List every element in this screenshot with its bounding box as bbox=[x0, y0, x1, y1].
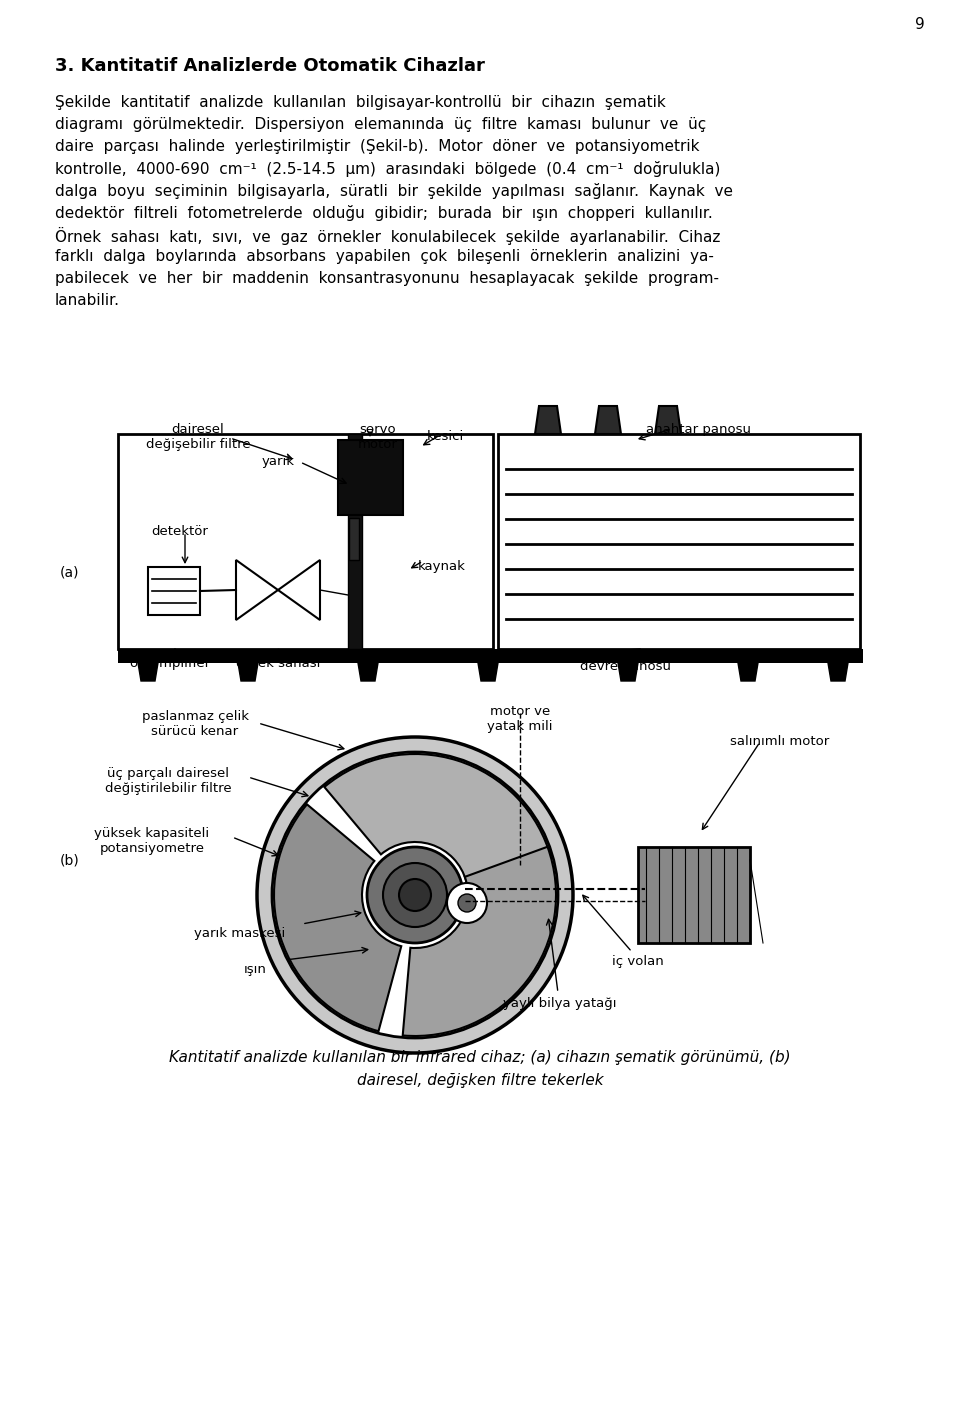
Circle shape bbox=[458, 894, 476, 912]
Text: (a): (a) bbox=[60, 565, 80, 579]
Bar bbox=[118, 649, 863, 663]
Bar bbox=[498, 434, 860, 649]
Text: 9: 9 bbox=[915, 17, 924, 32]
Polygon shape bbox=[595, 406, 621, 434]
Text: Şekilde  kantitatif  analizde  kullanılan  bilgisayar-kontrollü  bir  cihazın  ş: Şekilde kantitatif analizde kullanılan b… bbox=[55, 96, 665, 110]
Polygon shape bbox=[478, 663, 498, 681]
Text: üç parçalı dairesel
değiştirilebilir filtre: üç parçalı dairesel değiştirilebilir fil… bbox=[105, 767, 231, 795]
Text: daire  parçası  halinde  yerleştirilmiştir  (Şekil-b).  Motor  döner  ve  potans: daire parçası halinde yerleştirilmiştir … bbox=[55, 139, 700, 155]
Bar bbox=[118, 434, 493, 649]
Circle shape bbox=[272, 752, 558, 1038]
Text: dairesel, değişken filtre tekerlek: dairesel, değişken filtre tekerlek bbox=[357, 1073, 603, 1087]
Polygon shape bbox=[278, 561, 320, 620]
Circle shape bbox=[447, 882, 487, 923]
Text: paslanmaz çelik
sürücü kenar: paslanmaz çelik sürücü kenar bbox=[141, 710, 249, 738]
Bar bbox=[638, 847, 750, 943]
Text: dedektör  filtreli  fotometrelerde  olduğu  gibidir;  burada  bir  ışın  chopper: dedektör filtreli fotometrelerde olduğu … bbox=[55, 205, 712, 221]
Text: yaylı bilya yatağı: yaylı bilya yatağı bbox=[503, 998, 616, 1010]
Bar bbox=[148, 568, 200, 615]
Wedge shape bbox=[402, 847, 556, 1035]
Text: devre panosu: devre panosu bbox=[580, 660, 671, 673]
Wedge shape bbox=[274, 805, 401, 1031]
Circle shape bbox=[399, 880, 431, 910]
Text: farklı  dalga  boylarında  absorbans  yapabilen  çok  bileşenli  örneklerin  ana: farklı dalga boylarında absorbans yapabi… bbox=[55, 249, 714, 264]
Polygon shape bbox=[138, 663, 158, 681]
Text: Örnek  sahası  katı,  sıvı,  ve  gaz  örnekler  konulabilecek  şekilde  ayarlana: Örnek sahası katı, sıvı, ve gaz örnekler… bbox=[55, 228, 720, 244]
Text: iç volan: iç volan bbox=[612, 955, 663, 968]
Text: servo
motor: servo motor bbox=[358, 423, 398, 451]
Circle shape bbox=[383, 863, 447, 927]
Polygon shape bbox=[738, 663, 758, 681]
Circle shape bbox=[367, 847, 463, 943]
Text: anahtar panosu: anahtar panosu bbox=[645, 423, 751, 436]
Text: detektör: detektör bbox=[152, 525, 208, 538]
Text: salınımlı motor: salınımlı motor bbox=[730, 735, 829, 747]
Bar bbox=[348, 434, 362, 649]
Text: diagramı  görülmektedir.  Dispersiyon  elemanında  üç  filtre  kaması  bulunur  : diagramı görülmektedir. Dispersiyon elem… bbox=[55, 117, 707, 132]
Polygon shape bbox=[238, 663, 258, 681]
Text: örnek sahası: örnek sahası bbox=[236, 658, 321, 670]
Text: yarık: yarık bbox=[261, 455, 295, 468]
Text: pabilecek  ve  her  bir  maddenin  konsantrasyonunu  hesaplayacak  şekilde  prog: pabilecek ve her bir maddenin konsantras… bbox=[55, 271, 719, 287]
Text: Kantitatif analizde kullanılan bir infrared cihaz; (a) cihazın şematik görünümü,: Kantitatif analizde kullanılan bir infra… bbox=[169, 1050, 791, 1065]
Text: lanabilir.: lanabilir. bbox=[55, 294, 120, 308]
Text: motor ve
yatak mili: motor ve yatak mili bbox=[488, 705, 553, 733]
Text: ön amplifier: ön amplifier bbox=[130, 658, 210, 670]
Bar bbox=[349, 518, 359, 561]
Text: kaynak: kaynak bbox=[418, 561, 466, 573]
Bar bbox=[338, 440, 403, 516]
Polygon shape bbox=[535, 406, 561, 434]
Polygon shape bbox=[618, 663, 638, 681]
Text: kontrolle,  4000-690  cm⁻¹  (2.5-14.5  μm)  arasındaki  bölgede  (0.4  cm⁻¹  doğ: kontrolle, 4000-690 cm⁻¹ (2.5-14.5 μm) a… bbox=[55, 162, 720, 177]
Text: kesici: kesici bbox=[426, 430, 464, 443]
Polygon shape bbox=[358, 663, 378, 681]
Text: (b): (b) bbox=[60, 853, 80, 867]
Polygon shape bbox=[655, 406, 681, 434]
Text: 3. Kantitatif Analizlerde Otomatik Cihazlar: 3. Kantitatif Analizlerde Otomatik Cihaz… bbox=[55, 58, 485, 74]
Text: ışın: ışın bbox=[244, 962, 267, 976]
Polygon shape bbox=[828, 663, 848, 681]
Text: dairesel
değişebilir filtre: dairesel değişebilir filtre bbox=[146, 423, 251, 451]
Circle shape bbox=[257, 738, 573, 1052]
Wedge shape bbox=[324, 754, 551, 881]
Polygon shape bbox=[236, 561, 278, 620]
Text: dalga  boyu  seçiminin  bilgisayarla,  süratli  bir  şekilde  yapılması  sağlanı: dalga boyu seçiminin bilgisayarla, sürat… bbox=[55, 183, 733, 200]
Text: yüksek kapasiteli
potansiyometre: yüksek kapasiteli potansiyometre bbox=[94, 828, 209, 856]
Text: yarık maskesi: yarık maskesi bbox=[194, 927, 286, 940]
